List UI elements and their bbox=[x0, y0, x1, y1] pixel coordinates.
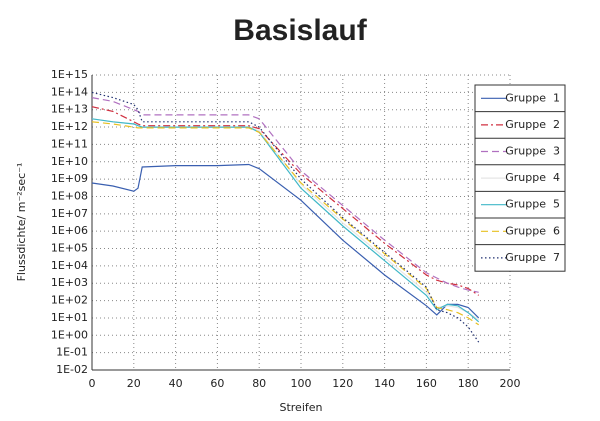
x-tick-label: 120 bbox=[332, 377, 353, 390]
y-axis-label: Flussdichte/ m⁻²sec⁻¹ bbox=[15, 163, 28, 282]
y-tick-label: 1E+09 bbox=[51, 172, 88, 185]
series-line bbox=[91, 121, 480, 326]
y-tick-label: 1E+01 bbox=[51, 311, 88, 324]
y-tick-label: 1E+12 bbox=[51, 120, 88, 133]
x-tick-label: 80 bbox=[252, 377, 266, 390]
series-line bbox=[91, 97, 479, 293]
legend-label: Gruppe 2 bbox=[505, 118, 560, 131]
x-tick-label: 0 bbox=[89, 377, 96, 390]
series-line bbox=[91, 118, 480, 323]
legend-label: Gruppe 3 bbox=[505, 145, 560, 158]
legend-label: Gruppe 7 bbox=[505, 251, 560, 264]
x-tick-label: 200 bbox=[500, 377, 521, 390]
y-tick-label: 1E+10 bbox=[51, 155, 88, 168]
y-tick-label: 1E+08 bbox=[51, 189, 88, 202]
y-tick-label: 1E-01 bbox=[56, 346, 88, 359]
y-tick-label: 1E+02 bbox=[51, 294, 88, 307]
x-tick-label: 100 bbox=[291, 377, 312, 390]
legend-label: Gruppe 5 bbox=[505, 198, 560, 211]
y-tick-label: 1E+14 bbox=[51, 85, 88, 98]
legend-label: Gruppe 6 bbox=[505, 224, 560, 237]
x-tick-label: 140 bbox=[374, 377, 395, 390]
series-line bbox=[91, 118, 480, 321]
legend-label: Gruppe 4 bbox=[505, 171, 560, 184]
y-tick-label: 1E-02 bbox=[56, 363, 88, 376]
x-tick-label: 20 bbox=[127, 377, 141, 390]
y-tick-label: 1E+13 bbox=[51, 103, 88, 116]
x-tick-label: 180 bbox=[458, 377, 479, 390]
chart-title: Basislauf bbox=[233, 14, 367, 47]
x-axis-label: Streifen bbox=[279, 401, 322, 414]
y-tick-label: 1E+07 bbox=[51, 207, 88, 220]
y-tick-label: 1E+05 bbox=[51, 242, 88, 255]
y-tick-label: 1E+15 bbox=[51, 68, 88, 81]
legend-label: Gruppe 1 bbox=[505, 91, 560, 104]
x-tick-label: 60 bbox=[210, 377, 224, 390]
y-tick-label: 1E+00 bbox=[51, 328, 88, 341]
x-tick-label: 160 bbox=[416, 377, 437, 390]
series-line bbox=[91, 163, 480, 319]
y-tick-label: 1E+04 bbox=[51, 259, 88, 272]
x-tick-label: 40 bbox=[169, 377, 183, 390]
series-line bbox=[91, 106, 480, 296]
y-tick-label: 1E+03 bbox=[51, 276, 88, 289]
series-line bbox=[91, 91, 480, 343]
y-tick-label: 1E+06 bbox=[51, 224, 88, 237]
y-tick-label: 1E+11 bbox=[51, 137, 88, 150]
